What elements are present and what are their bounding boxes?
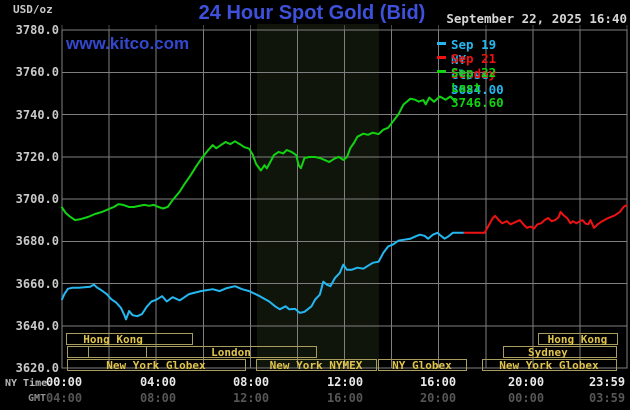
price-line-sep-22 <box>61 95 456 222</box>
datetime-label: September 22, 2025 16:40 <box>446 11 627 26</box>
session-box <box>146 346 318 358</box>
y-axis-tick-label: 3720.0 <box>15 149 59 164</box>
gmt-time-tick-label: 00:00 <box>507 391 545 405</box>
gmt-time-tick-label: 08:00 <box>139 391 177 405</box>
ny-time-tick-label: 20:00 <box>507 375 545 389</box>
nymex-session-band <box>256 24 379 368</box>
ny-time-tick-label: 08:00 <box>232 375 270 389</box>
session-label: New York NYMEX <box>270 359 363 372</box>
unit-label: USD/oz <box>13 3 53 16</box>
ny-time-tick-label: 23:59 <box>588 375 626 389</box>
legend-label: Sep 21 Sunday <box>451 51 497 81</box>
gmt-time-tick-label: 12:00 <box>232 391 270 405</box>
y-axis-tick-label: 3640.0 <box>15 318 59 333</box>
legend-label: Sep 22 Last 3746.60 <box>451 65 504 110</box>
session-box <box>377 359 467 371</box>
y-axis-tick-label: 3660.0 <box>15 276 59 291</box>
session-box <box>66 346 89 358</box>
session-label: New York Globex <box>106 359 206 372</box>
y-axis-tick-label: 3620.0 <box>15 361 59 375</box>
gmt-time-tick-label: 16:00 <box>326 391 364 405</box>
price-line-sep-21 <box>463 204 628 234</box>
ny-time-tick-label: 12:00 <box>326 375 364 389</box>
legend-dash-icon <box>437 70 446 73</box>
session-box <box>87 346 148 358</box>
session-label: London <box>211 346 251 359</box>
session-box <box>66 333 193 345</box>
session-label: NY Globex <box>392 359 452 372</box>
session-box <box>538 333 618 345</box>
y-axis-tick-label: 3760.0 <box>15 65 59 80</box>
gmt-time-tick-label: 20:00 <box>419 391 457 405</box>
page-title: 24 Hour Spot Gold (Bid) <box>198 2 426 24</box>
y-axis-tick-label: 3740.0 <box>15 107 59 122</box>
session-box <box>481 359 617 371</box>
legend-label: Sep 19 NY close 3684.00 <box>451 37 504 97</box>
session-box <box>66 359 246 371</box>
y-axis-tick-label: 3700.0 <box>15 192 59 206</box>
legend-dash-icon <box>437 56 446 59</box>
legend-dash-icon <box>437 42 446 45</box>
session-label: Hong Kong <box>548 333 608 346</box>
ny-time-tick-label: 16:00 <box>419 375 457 389</box>
gmt-time-tick-label: 03:59 <box>588 391 626 405</box>
kitco-watermark-link[interactable]: www.kitco.com <box>66 34 190 53</box>
session-label: Hong Kong <box>83 333 143 346</box>
y-axis-tick-label: 3680.0 <box>15 234 59 249</box>
y-axis-tick-label: 3780.0 <box>15 23 59 37</box>
ny-time-axis-header: NY Time <box>5 378 48 389</box>
plot-border <box>61 29 628 369</box>
session-label: New York Globex <box>499 359 599 372</box>
price-line-sep-19 <box>61 231 465 321</box>
gmt-time-tick-label: 04:00 <box>45 391 83 405</box>
session-box <box>255 359 378 371</box>
ny-time-tick-label: 00:00 <box>45 375 83 389</box>
ny-time-tick-label: 04:00 <box>139 375 177 389</box>
session-box <box>502 346 617 358</box>
session-label: Sydney <box>528 346 568 359</box>
gmt-axis-header: GMT <box>28 393 47 404</box>
